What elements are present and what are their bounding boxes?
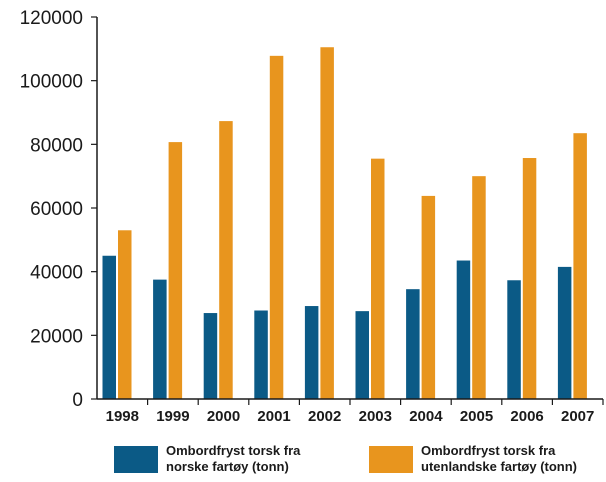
bar-utenlandske-1999 [168,142,183,400]
legend-item-norske: Ombordfryst torsk fra norske fartøy (ton… [114,443,336,475]
bar-utenlandske-2001 [269,55,284,399]
x-tick-label: 2003 [359,408,392,425]
bars-group [102,47,587,400]
x-tick-label: 1999 [156,408,189,425]
bar-utenlandske-2004 [421,195,436,399]
y-tick-label: 100000 [20,72,83,93]
y-tick-label: 0 [72,390,83,411]
x-tick-label: 2002 [308,408,341,425]
bar-norske-2005 [456,260,471,399]
bar-norske-2004 [406,289,420,399]
bar-utenlandske-2000 [219,121,233,399]
bar-utenlandske-2007 [573,133,587,400]
legend-item-utenlandske: Ombordfryst torsk fra utenlandske fartøy… [369,443,591,475]
x-tick-label: 2004 [409,408,443,425]
y-tick-label: 60000 [30,199,83,220]
bar-norske-2002 [304,306,319,399]
legend-swatch-norske [114,445,158,473]
bar-utenlandske-2002 [320,47,334,399]
y-tick-label: 80000 [30,135,83,156]
bar-norske-2003 [355,311,369,399]
bar-norske-1998 [102,255,116,399]
x-tick-label: 2001 [257,408,290,425]
bar-norske-2000 [203,313,218,399]
bar-norske-2007 [557,266,572,399]
y-axis-ticks: 0 20000 40000 60000 80000 100000 120000 [20,8,97,411]
y-tick-label: 20000 [30,326,83,347]
legend-label-utenlandske: Ombordfryst torsk fra utenlandske fartøy… [421,443,578,474]
bar-norske-1999 [153,279,167,399]
x-tick-label: 2000 [207,408,240,425]
bar-utenlandske-2006 [522,158,537,399]
y-tick-label: 120000 [20,8,83,29]
legend-label-norske: Ombordfryst torsk fra norske fartøy (ton… [166,443,301,474]
bar-utenlandske-2005 [472,176,486,399]
bar-utenlandske-1998 [118,230,132,399]
x-axis-ticks: 1998 1999 2000 2001 2002 2003 2004 2005 2006 2007 [106,399,604,425]
x-tick-label: 2005 [460,408,493,425]
x-tick-label: 1998 [106,408,139,425]
y-tick-label: 40000 [30,263,83,284]
x-tick-label: 2007 [561,408,594,425]
x-tick-label: 2006 [510,408,543,425]
bar-utenlandske-2003 [371,158,385,399]
legend-swatch-utenlandske [369,445,413,473]
bar-norske-2001 [254,310,268,399]
bar-norske-2006 [507,280,521,399]
